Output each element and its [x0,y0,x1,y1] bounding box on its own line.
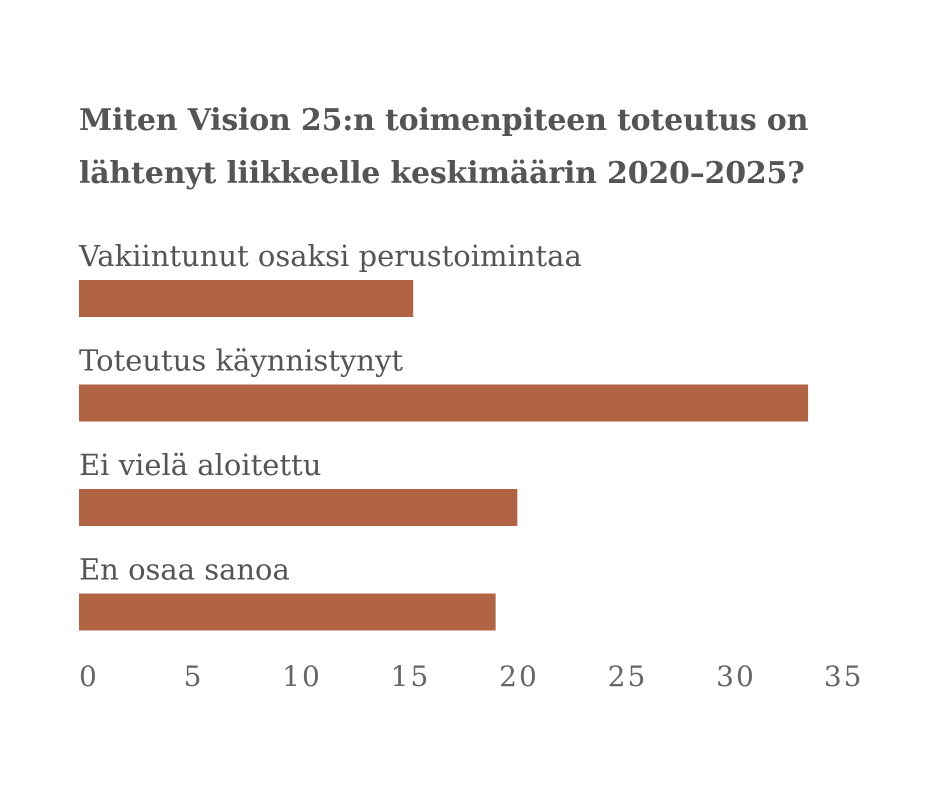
bar [79,489,518,526]
x-tick-label: 5 [184,660,204,693]
x-tick-label: 10 [282,660,322,693]
x-tick-label: 0 [79,660,99,693]
x-tick-label: 25 [608,660,648,693]
x-tick-label: 35 [824,660,864,693]
x-tick-label: 30 [716,660,756,693]
bars-layer: Vakiintunut osaksi perustoimintaa Toteutu… [78,239,809,631]
category-label: Ei vielä aloitettu [79,448,321,482]
x-tick-label: 15 [391,660,431,693]
category-label: Vakiintunut osaksi perustoimintaa [78,239,582,273]
bar [79,384,809,422]
x-axis: 0 5 10 15 20 25 30 35 [79,660,864,693]
bar [79,593,496,631]
category-label: Toteutus käynnistynyt [79,344,403,378]
category-label: En osaa sanoa [79,553,290,587]
bar [79,280,414,317]
chart-title: Miten Vision 25:n toimenpiteen toteutus … [79,103,809,191]
x-tick-label: 20 [499,660,539,693]
